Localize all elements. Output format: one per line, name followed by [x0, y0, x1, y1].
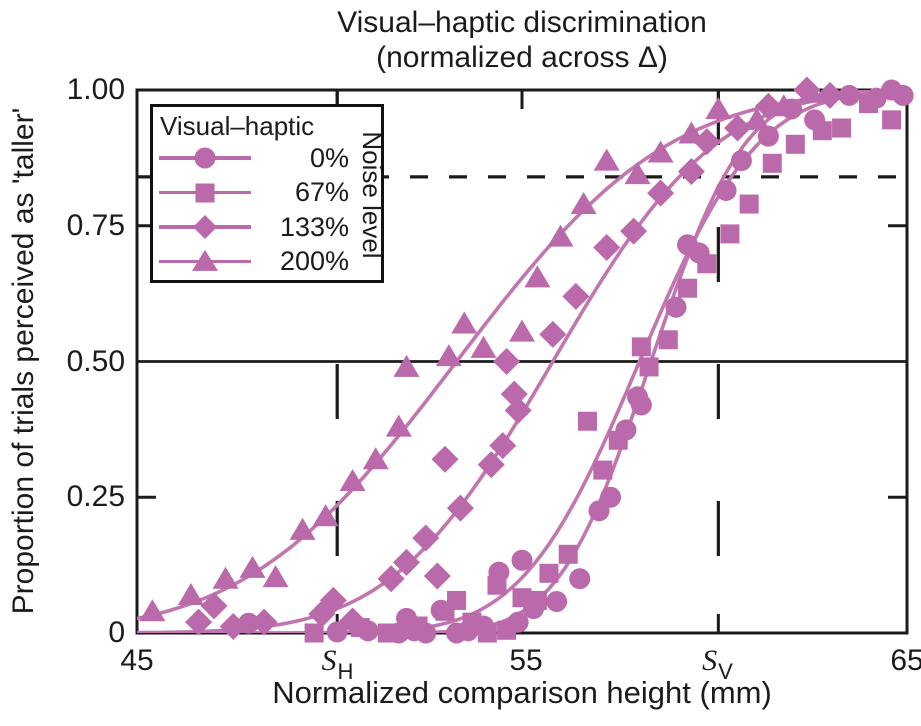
legend-item-67pct: 67%	[153, 176, 381, 211]
y-tick-025: 0.25	[66, 480, 125, 513]
x-tick-sv: SV	[702, 644, 733, 684]
x-tick-sh: SH	[321, 644, 354, 684]
x-tick-45: 45	[120, 644, 154, 677]
x-tick-65: 65	[890, 644, 921, 677]
legend-title: Visual–haptic	[160, 111, 315, 141]
x-tick-55: 55	[509, 644, 543, 677]
legend-item-200pct: 200%	[153, 245, 381, 280]
y-tick-050: 0.50	[66, 345, 125, 378]
figure-title: Visual–haptic discrimination (normalized…	[172, 5, 872, 75]
curve-67%	[137, 90, 907, 633]
legend-item-label: 67%	[294, 177, 349, 208]
y-tick-100: 1.00	[66, 73, 125, 106]
legend-square-icon	[153, 176, 257, 211]
x-axis-label: Normalized comparison height (mm)	[272, 675, 772, 710]
legend-item-label: 0%	[309, 142, 349, 173]
y-tick-075: 0.75	[66, 209, 125, 242]
y-axis-label: Proportion of trials perceived as 'talle…	[7, 107, 40, 615]
legend-item-label: 200%	[279, 246, 349, 277]
markers-133%	[185, 76, 844, 640]
markers-0%	[238, 79, 914, 644]
legend-item-label: 133%	[279, 211, 349, 242]
legend-diamond-icon	[153, 210, 257, 245]
figure-title-line1: Visual–haptic discrimination	[337, 6, 707, 39]
legend-item-133pct: 133%	[153, 210, 381, 245]
legend-side-label: Noise level	[357, 131, 387, 259]
markers-200%	[139, 80, 824, 622]
legend: Visual–haptic 0% 67% 133% 200% Noise lev…	[150, 104, 387, 283]
markers-67%	[304, 94, 902, 643]
legend-circle-icon	[153, 141, 257, 176]
legend-triangle-icon	[153, 245, 257, 280]
y-tick-0: 0	[108, 616, 125, 649]
figure-title-line2: (normalized across Δ)	[376, 41, 668, 74]
legend-item-0pct: 0%	[153, 141, 381, 176]
